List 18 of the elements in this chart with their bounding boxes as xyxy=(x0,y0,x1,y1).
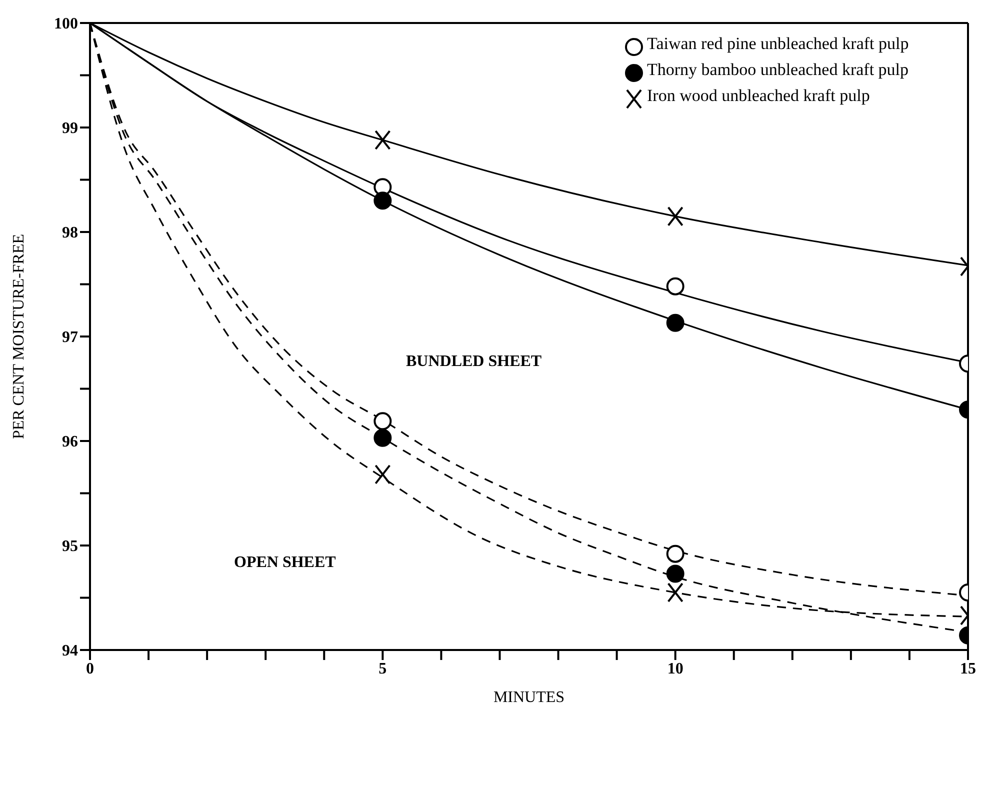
y-axis-title: PER CENT MOISTURE-FREE xyxy=(10,234,28,440)
x-tick-label: 10 xyxy=(667,660,684,678)
y-tick-label: 98 xyxy=(62,224,78,242)
y-tick-label: 100 xyxy=(54,16,78,33)
annotation: OPEN SHEET xyxy=(234,554,336,572)
legend-label: Iron wood unbleached kraft pulp xyxy=(647,86,870,105)
y-tick-label: 97 xyxy=(62,329,78,346)
annotation: BUNDLED SHEET xyxy=(406,353,542,371)
x-tick-label: 5 xyxy=(378,660,387,678)
y-tick-label: 96 xyxy=(62,434,78,451)
legend-label: Thorny bamboo unbleached kraft pulp xyxy=(647,60,909,79)
x-axis-title: MINUTES xyxy=(493,689,565,706)
legend-label: Taiwan red pine unbleached kraft pulp xyxy=(647,34,909,53)
x-tick-label: 15 xyxy=(960,660,976,678)
x-tick-label: 0 xyxy=(86,660,94,678)
y-tick-label: 95 xyxy=(62,538,78,556)
y-tick-label: 94 xyxy=(62,642,78,660)
y-tick-label: 99 xyxy=(62,120,78,138)
